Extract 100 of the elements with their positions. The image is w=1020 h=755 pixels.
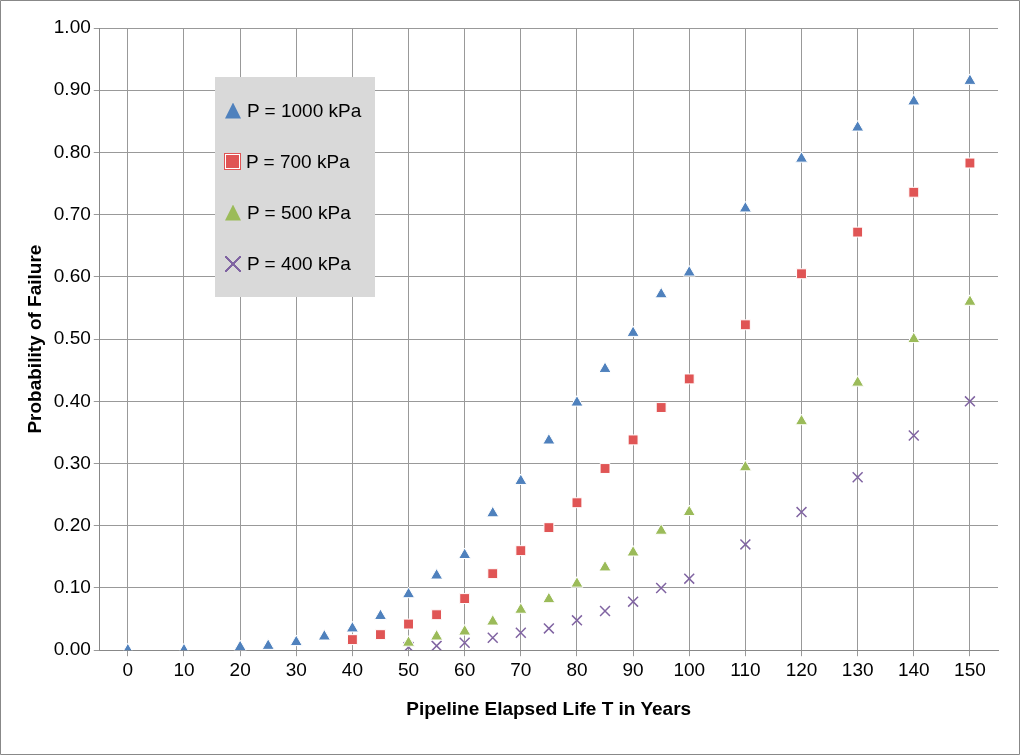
x-tick-label: 20 — [229, 658, 251, 680]
point — [963, 294, 977, 306]
point — [373, 608, 388, 620]
x-tick-label: 100 — [673, 658, 706, 680]
x-tick-label: 130 — [841, 658, 874, 680]
point — [654, 523, 668, 535]
point — [514, 602, 528, 614]
point — [682, 504, 696, 517]
point — [964, 395, 976, 408]
x-tick-label: 70 — [510, 658, 532, 680]
point — [907, 93, 921, 106]
point — [794, 413, 809, 426]
point — [655, 582, 667, 594]
x-tick-label: 80 — [566, 658, 588, 680]
legend-label: P = 500 kPa — [247, 201, 351, 224]
x-tick-label: 140 — [897, 658, 930, 680]
point — [682, 265, 696, 277]
point — [514, 473, 528, 485]
point — [599, 605, 611, 617]
point — [430, 629, 444, 641]
point — [963, 73, 977, 85]
point — [907, 331, 921, 344]
point — [683, 572, 695, 585]
x-tick-label: 0 — [122, 658, 134, 680]
point — [403, 618, 414, 630]
point — [626, 545, 640, 557]
point — [233, 639, 247, 651]
point — [430, 640, 443, 651]
point — [598, 559, 612, 572]
point — [627, 434, 639, 446]
point — [795, 506, 808, 518]
point — [738, 200, 752, 213]
point — [401, 635, 416, 647]
y-tick-label: 0.50 — [53, 327, 91, 349]
y-tick-label: 1.00 — [53, 16, 91, 38]
point — [570, 576, 584, 588]
x-axis-title: Pipeline Elapsed Life T in Years — [406, 698, 692, 720]
y-tick-label: 0.90 — [53, 78, 91, 100]
point — [627, 595, 639, 608]
point — [459, 593, 471, 605]
x-tick-label: 60 — [454, 658, 476, 680]
point — [738, 459, 752, 472]
point — [851, 471, 864, 483]
point — [431, 609, 443, 621]
point — [487, 568, 499, 580]
point — [401, 586, 416, 599]
x-tick-label: 90 — [622, 658, 644, 680]
point — [289, 634, 303, 647]
x-tick-label: 120 — [785, 658, 818, 680]
y-tick-label: 0.60 — [53, 265, 91, 287]
point — [542, 433, 556, 445]
x-tick-label: 30 — [285, 658, 307, 680]
x-tick-label: 50 — [397, 658, 420, 680]
point — [794, 151, 809, 163]
point — [796, 268, 807, 280]
point — [571, 614, 583, 627]
point — [851, 120, 865, 132]
legend-label: P = 1000 kPa — [247, 99, 362, 122]
point — [345, 620, 359, 633]
y-tick-label: 0.40 — [53, 389, 91, 411]
point — [543, 622, 555, 635]
y-tick-label: 0.10 — [53, 576, 91, 598]
point — [908, 429, 920, 442]
point — [458, 637, 471, 649]
point — [739, 319, 751, 331]
point — [654, 286, 668, 299]
x-tick-label: 40 — [341, 658, 363, 680]
point — [375, 629, 386, 641]
x-tick-label: 150 — [954, 658, 986, 680]
y-tick-label: 0.80 — [53, 140, 91, 162]
point — [598, 361, 612, 373]
point — [402, 641, 415, 651]
point — [317, 629, 331, 641]
point — [683, 373, 695, 385]
point — [515, 545, 527, 557]
x-tick-label: 110 — [730, 658, 761, 680]
point — [458, 547, 472, 559]
y-tick-label: 0.70 — [53, 202, 91, 224]
point — [543, 522, 555, 534]
point — [655, 402, 667, 413]
y-axis-title: Probability of Failure — [23, 244, 45, 434]
point — [261, 638, 275, 650]
point — [739, 538, 752, 551]
point — [852, 226, 864, 238]
point — [487, 632, 499, 644]
point — [571, 497, 583, 509]
point — [851, 375, 865, 387]
point — [515, 627, 527, 639]
point — [346, 634, 358, 646]
y-tick-label: 0.20 — [53, 513, 91, 535]
y-tick-label: 0.00 — [53, 638, 91, 660]
point — [908, 186, 920, 198]
point — [626, 325, 640, 337]
legend-label: P = 700 kPa — [246, 150, 350, 173]
point — [486, 505, 500, 518]
point — [599, 463, 611, 474]
legend-label: P = 400 kPa — [247, 252, 351, 275]
point — [458, 624, 472, 636]
point — [430, 568, 444, 580]
point — [570, 395, 584, 407]
